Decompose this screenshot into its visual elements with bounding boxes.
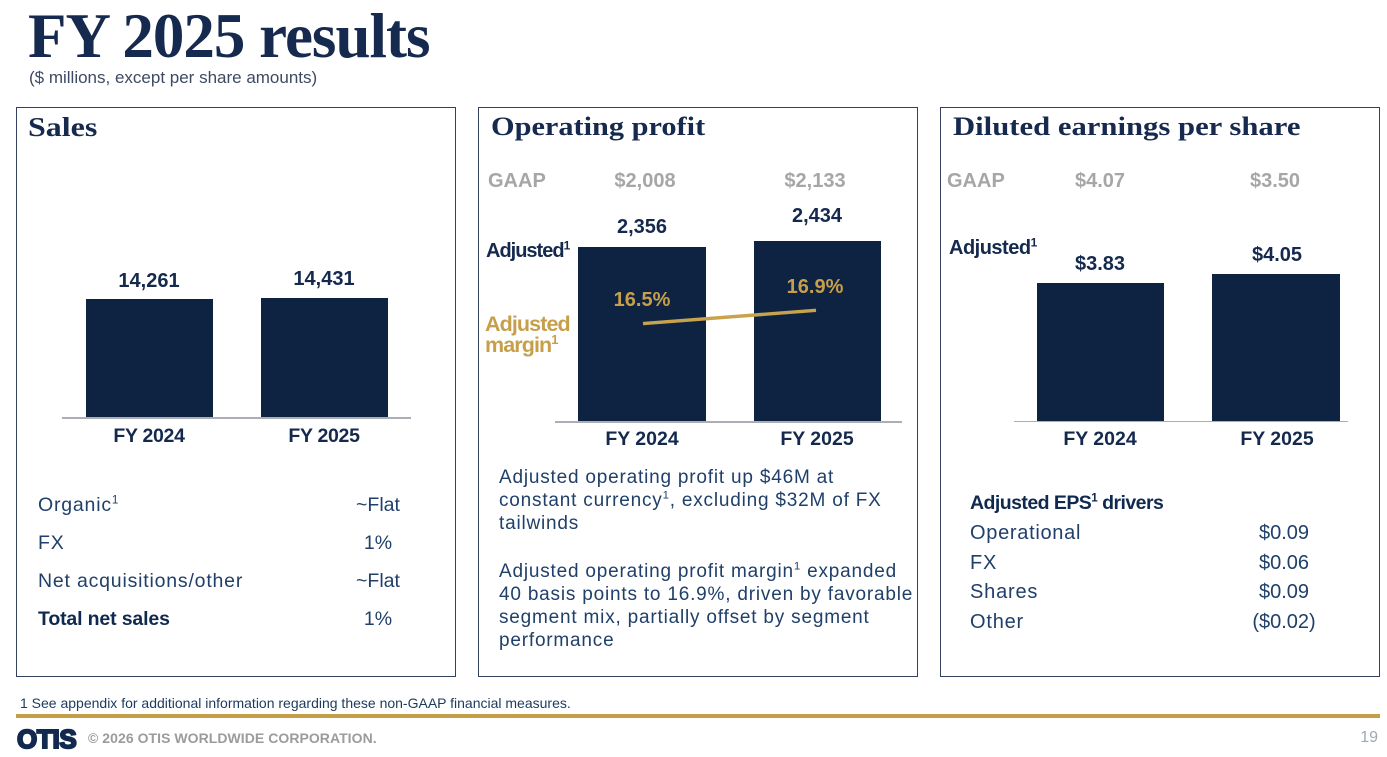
svg-text:OTIS: OTIS bbox=[17, 727, 76, 753]
